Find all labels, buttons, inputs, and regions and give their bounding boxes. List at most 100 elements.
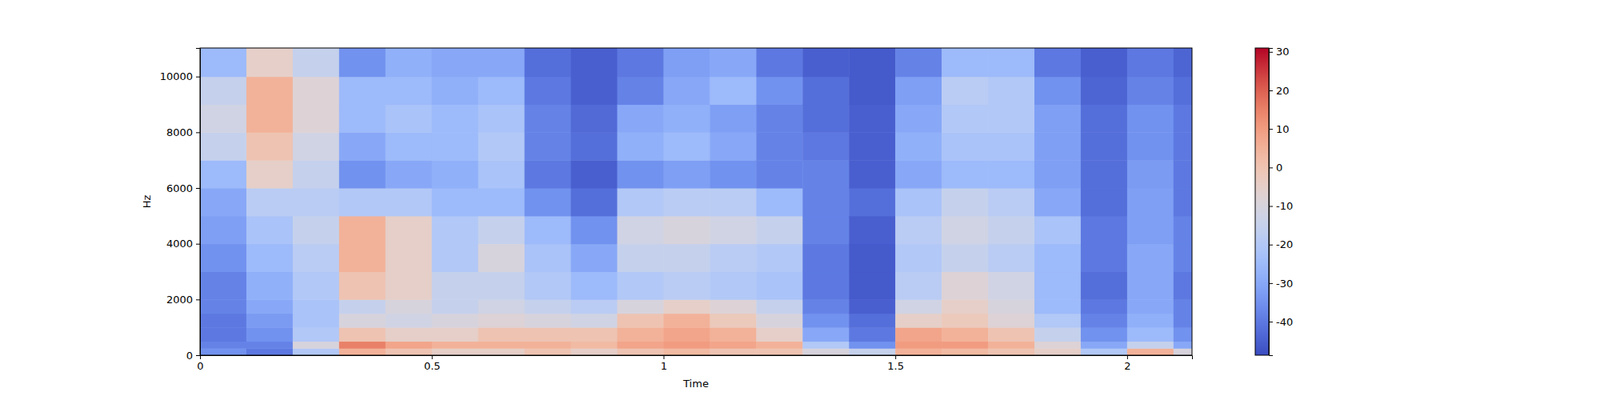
cell <box>524 327 572 342</box>
cell <box>895 160 942 188</box>
tick-mark <box>1268 128 1273 130</box>
cell <box>292 313 340 328</box>
tick-label: -30 <box>1276 277 1293 290</box>
cell <box>988 104 1035 133</box>
cell <box>1034 104 1081 133</box>
cell <box>1034 188 1081 216</box>
tick-mark <box>1268 321 1273 323</box>
tick-mark <box>196 244 200 245</box>
cell <box>200 313 247 328</box>
cell <box>1034 272 1081 300</box>
cell <box>663 160 710 188</box>
cell <box>200 272 247 300</box>
x-axis: 00.511.52 <box>196 355 1192 372</box>
cell <box>524 341 572 349</box>
cell <box>709 341 756 349</box>
cell <box>200 76 247 105</box>
cell <box>756 327 803 342</box>
cell <box>1173 341 1192 349</box>
cell <box>246 348 293 356</box>
cell <box>848 160 896 188</box>
cell <box>478 132 525 160</box>
tick: 4000 <box>166 237 200 250</box>
cell <box>756 76 803 105</box>
cell <box>292 327 340 342</box>
cell <box>1034 348 1081 356</box>
x-axis-title: Time <box>682 377 709 390</box>
cell <box>524 132 572 160</box>
cell <box>756 341 803 349</box>
cell <box>246 327 293 342</box>
cell <box>292 76 340 105</box>
cell <box>1173 132 1192 160</box>
cell <box>339 76 386 105</box>
cell <box>571 272 618 300</box>
cell <box>1034 48 1081 77</box>
cell <box>1127 341 1174 349</box>
cell <box>478 104 525 133</box>
cell <box>709 160 756 188</box>
cell <box>200 48 247 77</box>
cell <box>385 188 432 216</box>
cell <box>571 104 618 133</box>
cell <box>895 313 942 328</box>
cell <box>1127 160 1174 188</box>
cell <box>1127 104 1174 133</box>
cell <box>339 48 386 77</box>
cell <box>524 48 572 77</box>
cell <box>756 216 803 244</box>
cell <box>571 348 618 356</box>
cell <box>246 313 293 328</box>
cell <box>432 341 479 349</box>
cell <box>941 327 988 342</box>
cell <box>616 48 664 77</box>
cell <box>571 244 618 272</box>
cell <box>524 104 572 133</box>
tick-label: 2 <box>1124 360 1131 372</box>
cell <box>432 327 479 342</box>
cell <box>478 76 525 105</box>
cell <box>478 313 525 328</box>
cell <box>339 341 386 349</box>
cell <box>200 348 247 356</box>
cell <box>663 244 710 272</box>
cell <box>709 299 756 314</box>
tick-mark <box>196 299 200 300</box>
cell <box>524 299 572 314</box>
tick-label: 6000 <box>166 182 193 195</box>
cell <box>1173 299 1192 314</box>
cell <box>941 216 988 244</box>
cell <box>1173 244 1192 272</box>
cell <box>663 48 710 77</box>
cell <box>571 313 618 328</box>
cell <box>200 341 247 349</box>
cell <box>802 216 849 244</box>
cell <box>848 48 896 77</box>
tick: 0.5 <box>424 355 441 372</box>
cell <box>200 244 247 272</box>
cell <box>709 76 756 105</box>
cell <box>524 76 572 105</box>
chart: 00.511.520200040006000800010000TimeHz-40… <box>0 0 1600 400</box>
cell <box>848 341 896 349</box>
cell <box>616 272 664 300</box>
axis-line <box>196 48 201 356</box>
cell <box>1173 327 1192 342</box>
cell <box>756 299 803 314</box>
cell <box>385 341 432 349</box>
cell <box>756 244 803 272</box>
cell <box>339 244 386 272</box>
cell <box>385 216 432 244</box>
cell <box>432 188 479 216</box>
cell <box>709 48 756 77</box>
cell <box>1080 299 1128 314</box>
cell <box>895 76 942 105</box>
tick-label: -40 <box>1276 316 1293 328</box>
cell <box>895 341 942 349</box>
cell <box>1080 348 1128 356</box>
cell <box>432 48 479 77</box>
cell <box>663 341 710 349</box>
tick: 0 <box>186 349 200 362</box>
cell <box>200 299 247 314</box>
cell <box>663 348 710 356</box>
